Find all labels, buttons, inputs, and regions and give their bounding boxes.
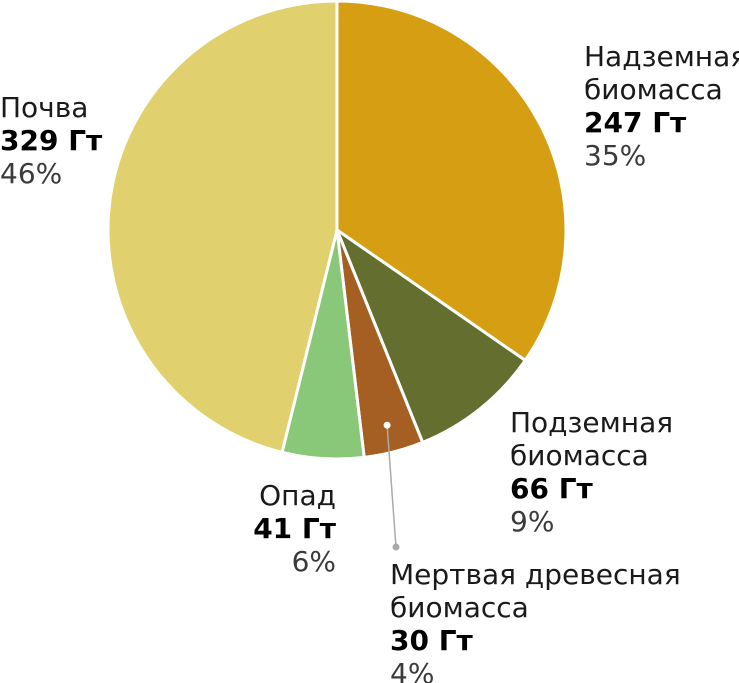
slice-value-label: 329 Гт bbox=[0, 124, 103, 157]
pie-slice-2 bbox=[335, 228, 527, 444]
slice-name-line: Мертвая древесная bbox=[390, 558, 681, 591]
slice-name-line: Опад bbox=[259, 479, 336, 512]
slice-percent-label: 35% bbox=[584, 139, 646, 172]
leader-dot-inner bbox=[383, 421, 391, 429]
slice-name-line: Почва bbox=[0, 91, 88, 124]
leader-line bbox=[386, 425, 397, 548]
slice-name-line: Подземная bbox=[510, 406, 673, 439]
slice-name-line: биомасса bbox=[390, 591, 529, 624]
slice-value-label: 247 Гт bbox=[584, 106, 687, 139]
leader-dot-outer bbox=[392, 543, 400, 551]
slice-value-label: 30 Гт bbox=[390, 624, 474, 657]
slice-percent-label: 9% bbox=[510, 505, 554, 538]
slice-value-label: 41 Гт bbox=[253, 512, 337, 545]
slice-percent-label: 4% bbox=[390, 657, 434, 683]
slice-percent-label: 6% bbox=[292, 545, 336, 578]
pie-slice-5 bbox=[106, 0, 339, 454]
slice-percent-label: 46% bbox=[0, 157, 62, 190]
slice-name-line: Надземная bbox=[584, 40, 739, 73]
slice-name-line: биомасса bbox=[584, 73, 723, 106]
slice-name-line: биомасса bbox=[510, 439, 649, 472]
slice-value-label: 66 Гт bbox=[510, 472, 594, 505]
pie-slice-1 bbox=[335, 0, 568, 362]
